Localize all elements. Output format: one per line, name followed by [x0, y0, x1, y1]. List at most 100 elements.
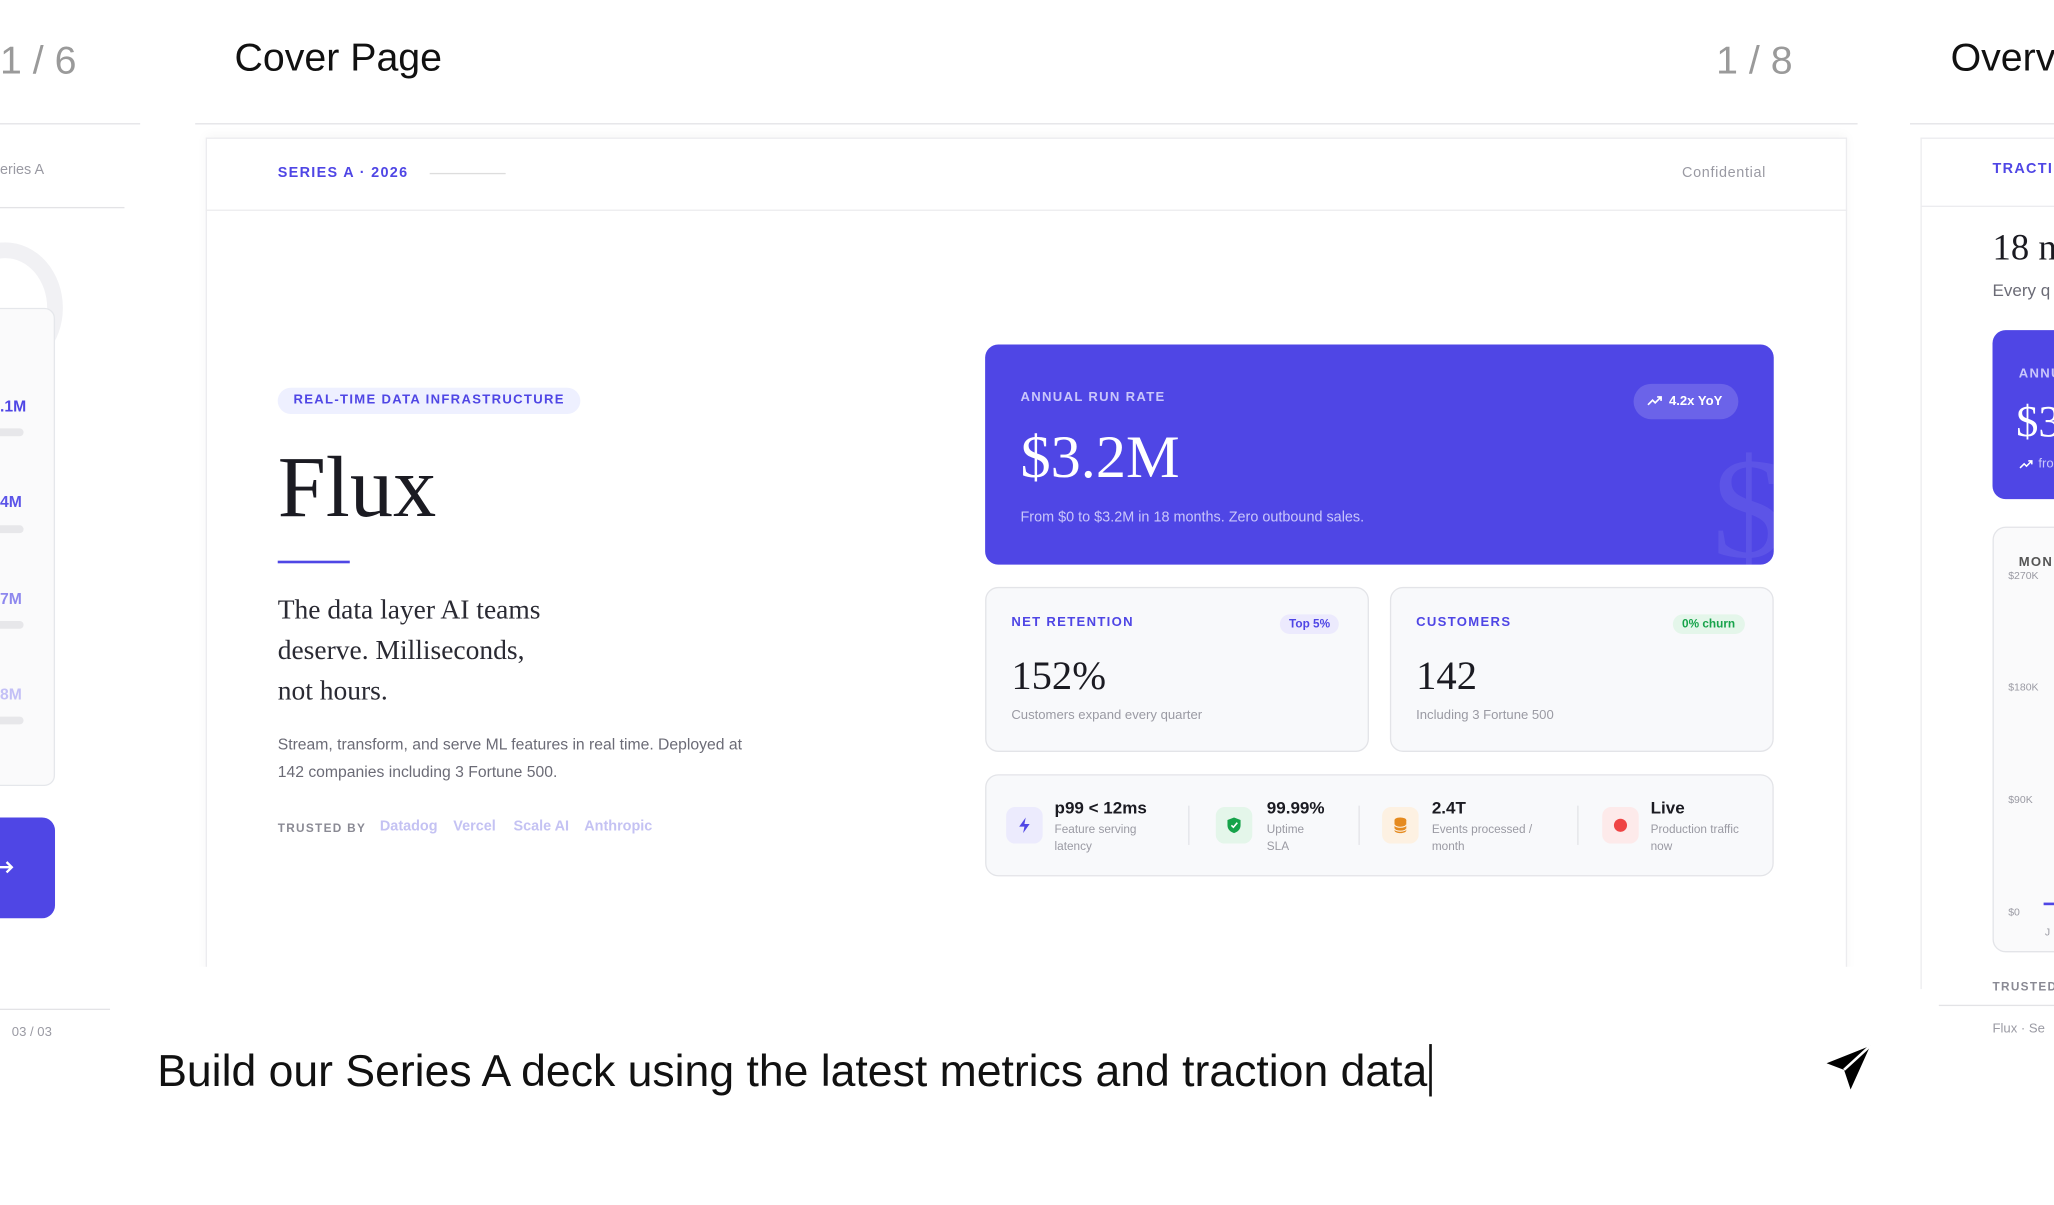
card-label: CUSTOMERS	[1416, 615, 1512, 631]
bar	[0, 428, 24, 437]
logo: Vercel	[453, 818, 496, 835]
stat-label: Events processed /	[1431, 822, 1533, 836]
card-value: 152%	[1011, 652, 1107, 699]
slide-counter: 1 / 8	[1716, 39, 1793, 83]
logo: Scale AI	[513, 818, 570, 835]
database-icon	[1382, 806, 1419, 844]
logo: Datadog	[379, 818, 438, 835]
live-icon	[1602, 806, 1639, 844]
card-note: fro	[2038, 457, 2054, 472]
shield-icon	[1215, 806, 1253, 844]
badge-text: 4.2x YoY	[1668, 394, 1723, 409]
stat-label: Uptime	[1266, 822, 1305, 836]
logo: Anthropic	[584, 818, 653, 835]
accent-rule	[277, 560, 350, 564]
stat-label: Feature serving	[1054, 822, 1137, 836]
card-label: NET RETENTION	[1011, 615, 1134, 631]
separator	[1358, 805, 1360, 845]
description: 142 companies including 3 Fortune 500.	[277, 762, 558, 781]
divider	[1938, 1004, 2054, 1007]
tagline: deserve. Milliseconds,	[277, 634, 525, 666]
divider	[205, 209, 1848, 211]
arr-card	[1992, 330, 2054, 500]
prompt-panel	[115, 966, 1903, 1205]
chart-label: MON	[2018, 555, 2054, 570]
tick-label: $90K	[2008, 793, 2033, 806]
divider	[0, 123, 141, 125]
divider	[1909, 123, 2054, 125]
eyebrow: TRACTI	[1992, 161, 2054, 177]
eyebrow: SERIES A · 2026	[277, 165, 409, 181]
bar	[0, 525, 24, 534]
stats-strip	[985, 774, 1774, 877]
card-value: $3.2M	[1020, 423, 1180, 490]
divider	[1920, 205, 2054, 207]
tick-label: $0	[2008, 906, 2020, 919]
value: .1M	[0, 396, 27, 416]
footer: Flux · Se	[1992, 1021, 2045, 1037]
arrow-icon	[0, 861, 14, 874]
trend-icon	[1647, 396, 1662, 406]
subline: Every q	[1992, 280, 2051, 300]
bar	[0, 716, 24, 725]
separator	[1577, 805, 1579, 845]
slide-title: Cover Page	[234, 36, 443, 80]
value: 8M	[0, 685, 22, 704]
headline: 18 n	[1992, 227, 2054, 269]
rule	[429, 172, 506, 175]
eyebrow: eries A	[0, 162, 45, 179]
value: 7M	[0, 589, 22, 608]
tagline: not hours.	[277, 674, 388, 707]
card-value: $3	[2016, 398, 2054, 447]
card-note: From $0 to $3.2M in 18 months. Zero outb…	[1020, 509, 1365, 526]
description: Stream, transform, and serve ML features…	[277, 734, 742, 754]
badge: Top 5%	[1279, 614, 1340, 635]
caret	[1428, 1044, 1432, 1097]
stat-value: p99 < 12ms	[1054, 797, 1147, 818]
chart-line	[2043, 902, 2054, 906]
slide[interactable]	[1920, 137, 2054, 990]
card-label: ANNUAL RUN RATE	[1020, 390, 1166, 405]
card-note: Including 3 Fortune 500	[1416, 708, 1554, 724]
divider	[195, 123, 1858, 125]
prompt-input[interactable]: Build our Series A deck using the latest…	[157, 1044, 1432, 1097]
trusted-label: TRUSTED BY	[277, 821, 367, 835]
stat-label: Production traffic	[1650, 822, 1739, 836]
bolt-icon	[1006, 806, 1043, 844]
chart-card	[1992, 526, 2054, 953]
prompt-text: Build our Series A deck using the latest…	[157, 1046, 1428, 1097]
stat-value: 99.99%	[1266, 797, 1325, 818]
slide-title: Overv	[1950, 36, 2054, 80]
arr-card: $	[985, 344, 1774, 565]
separator	[1188, 805, 1190, 845]
card-label: ANNU	[2018, 366, 2054, 382]
confidential: Confidential	[1682, 165, 1767, 181]
tick-label: $180K	[2008, 681, 2039, 693]
tick-label: $270K	[2008, 569, 2039, 582]
x-label: J	[2044, 926, 2051, 938]
bar	[0, 620, 24, 629]
tag: REAL-TIME DATA INFRASTRUCTURE	[277, 387, 581, 414]
footer: 03 / 03	[11, 1025, 52, 1041]
card	[0, 307, 56, 786]
badge: 0% churn	[1672, 614, 1745, 635]
send-button[interactable]	[1822, 1041, 1874, 1093]
tagline: The data layer AI teams	[277, 593, 541, 625]
stat-label: latency	[1054, 839, 1092, 853]
trend-icon	[2019, 460, 2033, 469]
stat-value: 2.4T	[1431, 797, 1466, 818]
card-note: Customers expand every quarter	[1011, 708, 1203, 724]
stat-value: Live	[1650, 797, 1685, 818]
metric-card	[1389, 586, 1774, 752]
slide-counter: 1 / 6	[0, 39, 77, 83]
stat-label: month	[1431, 839, 1465, 853]
card-value: 142	[1416, 652, 1478, 699]
value: 4M	[0, 492, 22, 511]
trusted-label: TRUSTED	[1992, 979, 2054, 993]
divider	[0, 1008, 111, 1011]
stat-label: now	[1650, 839, 1673, 853]
stat-label: SLA	[1266, 839, 1290, 853]
watermark: $	[1712, 436, 1774, 564]
company-name: Flux	[277, 440, 437, 536]
